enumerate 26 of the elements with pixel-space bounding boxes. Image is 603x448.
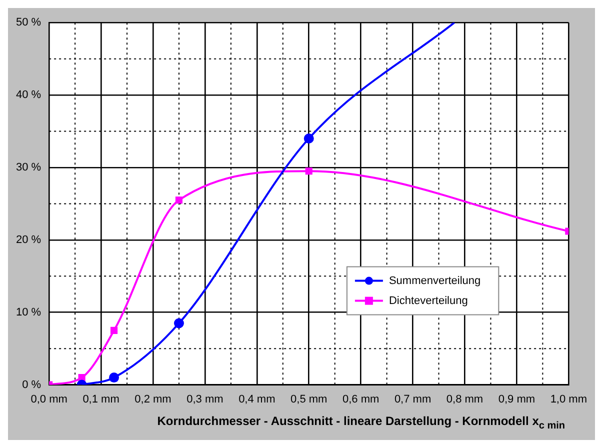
x-tick-label: 0,7 mm [394,393,432,406]
y-tick-label: 0 % [22,378,42,391]
x-tick-label: 0,4 mm [238,393,276,406]
x-tick-label: 0,3 mm [186,393,224,406]
x-tick-label: 0,1 mm [82,393,120,406]
legend-label: Dichteverteilung [388,294,468,307]
legend-label: Summenverteilung [388,274,481,287]
y-tick-label: 20 % [16,234,42,246]
y-tick-label: 40 % [16,89,42,102]
y-tick-label: 10 % [16,306,42,318]
y-tick-label: 30 % [16,162,42,174]
x-tick-label: 0,2 mm [134,393,172,406]
point [175,196,183,204]
x-tick-label: 0,0 mm [30,393,68,406]
x-tick-label: 1,0 mm [550,393,588,406]
y-tick-label: 50 % [16,16,42,29]
x-tick-label: 0,5 mm [290,393,328,406]
x-tick-label: 0,8 mm [446,393,484,406]
point [174,318,184,328]
point [109,372,120,383]
point [304,134,314,144]
x-tick-label: 0,9 mm [498,393,536,406]
point [305,168,312,175]
x-tick-label: 0,6 mm [342,393,380,406]
point [110,326,118,334]
x-axis-title: Korndurchmesser - Ausschnitt - lineare Darstellung - Kornmodell x$_{c min}$ [156,414,566,432]
